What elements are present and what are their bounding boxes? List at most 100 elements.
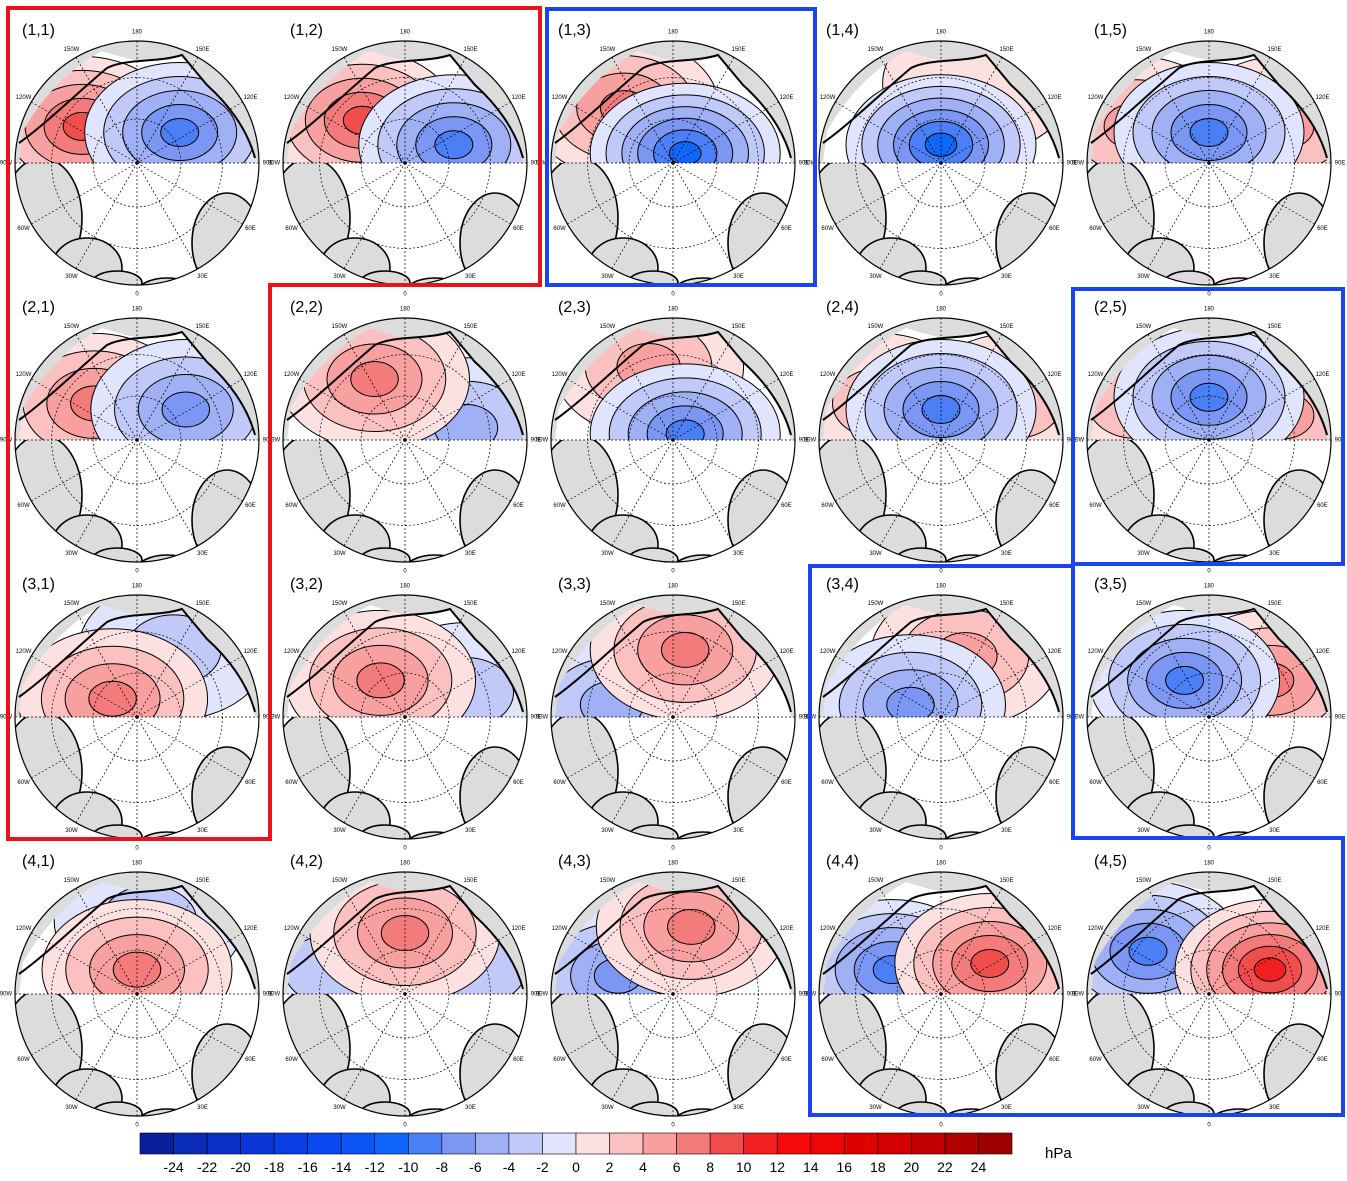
lon-label: 120W	[820, 95, 836, 101]
lon-label: 30E	[1269, 274, 1280, 280]
lon-label: 120W	[16, 372, 32, 378]
colorbar-box	[744, 1133, 778, 1154]
lon-label: 30W	[65, 1105, 78, 1111]
lon-label: 120W	[820, 926, 836, 932]
lon-label: 60E	[245, 503, 256, 509]
colorbar-label: 0	[572, 1159, 580, 1175]
contour	[161, 119, 199, 147]
land	[137, 555, 197, 585]
lon-label: 0	[1207, 1123, 1211, 1129]
colorbar-label: 20	[904, 1159, 920, 1175]
panel-label: (2,3)	[558, 299, 591, 316]
lon-label: 120E	[1047, 926, 1061, 932]
lon-label: 120E	[1315, 649, 1329, 655]
lon-label: 180	[132, 861, 143, 867]
lon-label: 30W	[601, 551, 614, 557]
lon-label: 150W	[1136, 878, 1152, 884]
lon-label: 60E	[1317, 503, 1328, 509]
lon-label: 60E	[1317, 780, 1328, 786]
lon-label: 120E	[779, 926, 793, 932]
lon-label: 30E	[733, 274, 744, 280]
lon-label: 60W	[1089, 1057, 1102, 1063]
lon-label: 150E	[731, 601, 745, 607]
colorbar-label: 10	[736, 1159, 752, 1175]
map-body	[270, 595, 561, 862]
map-body	[2, 851, 262, 1139]
land	[1209, 278, 1269, 308]
lon-label: 120E	[243, 926, 257, 932]
colorbar-label: -6	[469, 1159, 482, 1175]
lon-label: 180	[132, 30, 143, 36]
lon-label: 30E	[1001, 274, 1012, 280]
lon-label: 60E	[1049, 1057, 1060, 1063]
colorbar-label: -24	[163, 1159, 183, 1175]
lon-label: 60W	[821, 503, 834, 509]
land	[1124, 792, 1194, 852]
colorbar-box	[174, 1133, 208, 1154]
lon-label: 60E	[1317, 1057, 1328, 1063]
lon-label: 30W	[1137, 828, 1150, 834]
lon-label: 120E	[243, 649, 257, 655]
colorbar-box	[140, 1133, 174, 1154]
lon-label: 150E	[195, 878, 209, 884]
lon-label: 90W	[1072, 992, 1085, 998]
polar-map: 180150W150E120W120E90W90E60W60E30W30E0	[268, 584, 561, 862]
panel-label: (4,4)	[826, 853, 859, 870]
lon-label: 180	[668, 861, 679, 867]
land	[856, 792, 926, 852]
lon-label: 180	[1204, 307, 1215, 313]
lon-label: 120W	[1088, 95, 1104, 101]
lon-label: 90W	[536, 992, 549, 998]
colorbar-label: 12	[769, 1159, 785, 1175]
colorbar-label: -22	[197, 1159, 217, 1175]
lon-label: 0	[1207, 569, 1211, 575]
lon-label: 30E	[1269, 551, 1280, 557]
lon-label: 90E	[1335, 715, 1346, 721]
lon-label: 0	[403, 569, 407, 575]
lon-label: 150W	[600, 324, 616, 330]
lon-label: 30W	[333, 551, 346, 557]
panel-label: (1,4)	[826, 22, 859, 39]
land	[1209, 555, 1269, 585]
colorbar-unit: hPa	[1045, 1145, 1072, 1162]
lon-label: 60E	[513, 1057, 524, 1063]
panel-label: (1,5)	[1094, 22, 1127, 39]
lon-label: 120W	[16, 95, 32, 101]
lon-label: 120W	[820, 372, 836, 378]
lon-label: 120E	[511, 95, 525, 101]
lon-label: 120W	[552, 95, 568, 101]
lon-label: 30W	[869, 274, 882, 280]
polar-map: 180150W150E120W120E90W90E60W60E30W30E0	[1041, 307, 1347, 585]
colorbar-box	[207, 1133, 241, 1154]
land	[52, 515, 122, 575]
lon-label: 150W	[332, 878, 348, 884]
land	[320, 515, 390, 575]
panel-label: (3,2)	[290, 576, 323, 593]
polar-map: 180150W150E120W120E90W90E60W60E30W30E0	[1041, 30, 1347, 308]
colorbar-box	[945, 1133, 979, 1154]
lon-label: 60W	[17, 780, 30, 786]
lon-label: 180	[400, 584, 411, 590]
lon-label: 180	[936, 861, 947, 867]
land	[673, 555, 733, 585]
lon-label: 120E	[243, 372, 257, 378]
land	[52, 1069, 122, 1129]
land	[588, 1069, 658, 1129]
lon-label: 150E	[463, 601, 477, 607]
lon-label: 60E	[245, 1057, 256, 1063]
lon-label: 90E	[1335, 161, 1346, 167]
lon-label: 0	[135, 292, 139, 298]
polar-map: 180150W150E120W120E90W90E60W60E30W30E0	[267, 30, 549, 308]
lon-label: 150E	[463, 47, 477, 53]
lon-label: 120W	[16, 649, 32, 655]
lon-label: 30E	[1001, 551, 1012, 557]
land	[856, 238, 926, 298]
polar-map: 180150W150E120W120E90W90E60W60E30W30E0	[0, 851, 273, 1139]
lon-label: 180	[936, 307, 947, 313]
land	[941, 832, 1001, 862]
lon-label: 150E	[195, 47, 209, 53]
colorbar-label: -20	[230, 1159, 250, 1175]
panel-label: (1,3)	[558, 22, 591, 39]
land	[52, 238, 122, 298]
